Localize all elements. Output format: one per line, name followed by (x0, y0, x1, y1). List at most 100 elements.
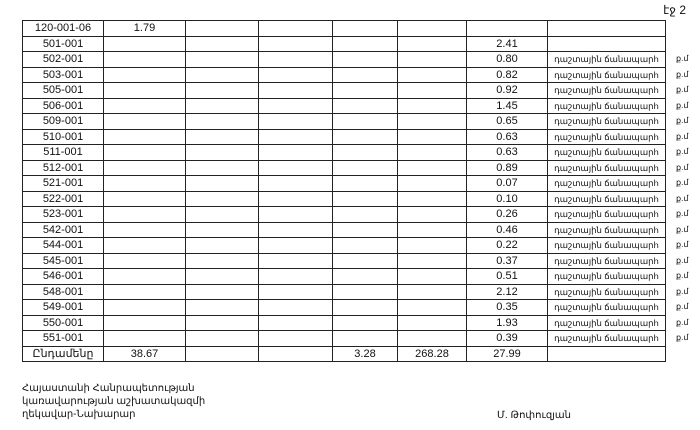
table-row: 521-001 0.07 դաշտային ճանապարհ (22, 175, 666, 192)
cell-purpose: դաշտային ճանապարհ (547, 330, 666, 347)
cell-code: 551-001 (22, 330, 104, 347)
cell-empty (185, 345, 259, 362)
cell-empty (103, 299, 186, 316)
cell-value: 0.10 (466, 190, 548, 207)
cell-empty (258, 330, 333, 347)
table-row: 506-001 1.45 դաշտային ճանապարհ (22, 97, 666, 114)
cell-empty (397, 175, 467, 192)
cell-value: 0.65 (466, 113, 548, 130)
cell-value: 2.41 (466, 35, 548, 52)
cell-col5: 268.28 (397, 345, 467, 362)
cell-value: 0.80 (466, 51, 548, 68)
unit: ք.մ (676, 271, 689, 280)
cell-empty (397, 113, 467, 130)
table-row: 548-001 2.12 դաշտային ճանապարհ (22, 283, 666, 300)
cell-empty (185, 113, 259, 130)
cell-purpose: դաշտային ճանապարհ (547, 97, 666, 114)
cell-value: 0.26 (466, 206, 548, 223)
cell-empty (258, 190, 333, 207)
cell-value: 0.63 (466, 128, 548, 145)
cell-empty (103, 252, 186, 269)
cell-empty (185, 35, 259, 52)
cell-empty (397, 299, 467, 316)
cell-value: 1.45 (466, 97, 548, 114)
table-row: 510-001 0.63 դաշտային ճանապարհ (22, 128, 666, 145)
cell-empty (185, 144, 259, 161)
table-row: 523-001 0.26 դաշտային ճանապարհ (22, 206, 666, 223)
unit: ք.մ (676, 85, 689, 94)
cell-code: 542-001 (22, 221, 104, 238)
cell-empty (332, 66, 398, 83)
cell-purpose: դաշտային ճանապարհ (547, 66, 666, 83)
cell-area: 1.79 (103, 20, 186, 37)
cell-purpose: դաշտային ճանապարհ (547, 159, 666, 176)
cell-empty (258, 159, 333, 176)
cell-purpose: դաշտային ճանապարհ (547, 113, 666, 130)
cell-code: Ընդամենը (22, 345, 104, 362)
cell-empty (258, 128, 333, 145)
cell-empty (185, 314, 259, 331)
cell-empty (185, 20, 259, 37)
cell-empty (258, 237, 333, 254)
cell-purpose: դաշտային ճանապարհ (547, 268, 666, 285)
cell-empty (397, 314, 467, 331)
cell-empty (332, 159, 398, 176)
cell-empty (103, 35, 186, 52)
cell-empty (103, 190, 186, 207)
cell-empty (332, 144, 398, 161)
cell-code: 523-001 (22, 206, 104, 223)
position-line: կառավարության աշխատակազմի (22, 396, 206, 407)
unit: ք.մ (676, 131, 689, 141)
cell-code: 509-001 (22, 113, 104, 130)
cell-value: 0.82 (466, 66, 548, 83)
cell-value: 27.99 (466, 345, 548, 362)
cell-purpose: դաշտային ճանապարհ (547, 128, 666, 145)
cell-value: 0.39 (466, 330, 548, 347)
cell-empty (332, 299, 398, 316)
position-line: Հայաստանի Հանրապետության (22, 383, 195, 394)
unit: ք.մ (676, 100, 689, 110)
cell-code: 548-001 (22, 283, 104, 300)
cell-value: 0.46 (466, 221, 548, 238)
unit: ք.մ (676, 178, 689, 187)
cell-empty (103, 237, 186, 254)
cell-purpose: դաշտային ճանապարհ (547, 82, 666, 99)
table-row: 522-001 0.10 դաշտային ճանապարհ (22, 190, 666, 207)
cell-code: 506-001 (22, 97, 104, 114)
cell-empty (332, 206, 398, 223)
cell-code: 501-001 (22, 35, 104, 52)
cell-value: 0.92 (466, 82, 548, 99)
unit-empty (676, 20, 700, 36)
table-row: 502-001 0.80 դաշտային ճանապարհ (22, 51, 666, 68)
cell-empty (397, 128, 467, 145)
cell-code: 511-001 (22, 144, 104, 161)
cell-empty (103, 314, 186, 331)
cell-empty (185, 283, 259, 300)
unit: ք.մ (676, 317, 689, 327)
unit: ք.մ (676, 209, 689, 218)
cell-area: 38.67 (103, 345, 186, 362)
cell-empty (397, 35, 467, 52)
cell-empty (185, 128, 259, 145)
cell-empty (332, 252, 398, 269)
unit: ք.մ (676, 333, 689, 342)
cell-purpose: դաշտային ճանապարհ (547, 190, 666, 207)
unit: ք.մ (676, 224, 689, 234)
cell-value: 0.22 (466, 237, 548, 254)
cell-empty (547, 345, 666, 362)
cell-empty (397, 330, 467, 347)
cell-empty (103, 66, 186, 83)
cell-empty (397, 66, 467, 83)
cell-code: 521-001 (22, 175, 104, 192)
cell-empty (397, 190, 467, 207)
cell-value: 2.12 (466, 283, 548, 300)
cell-empty (397, 252, 467, 269)
table-row: 549-001 0.35 դաշտային ճանապարհ (22, 299, 666, 316)
units-column: ք.մ ք.մ ք.մ ք.մ ք.մ ք.մ ք.մ ք.մ ք.մ ք.մ ք.մ ք.մ ք.մ ք… (676, 20, 700, 361)
cell-empty (103, 82, 186, 99)
cell-empty (332, 221, 398, 238)
table-row: 544-001 0.22 դաշտային ճանապարհ (22, 237, 666, 254)
signature: Մ. Թոփուզյան (497, 410, 571, 421)
unit-empty (676, 346, 700, 362)
total-row: Ընդամենը 38.67 3.28 268.28 27.99 (22, 345, 666, 362)
